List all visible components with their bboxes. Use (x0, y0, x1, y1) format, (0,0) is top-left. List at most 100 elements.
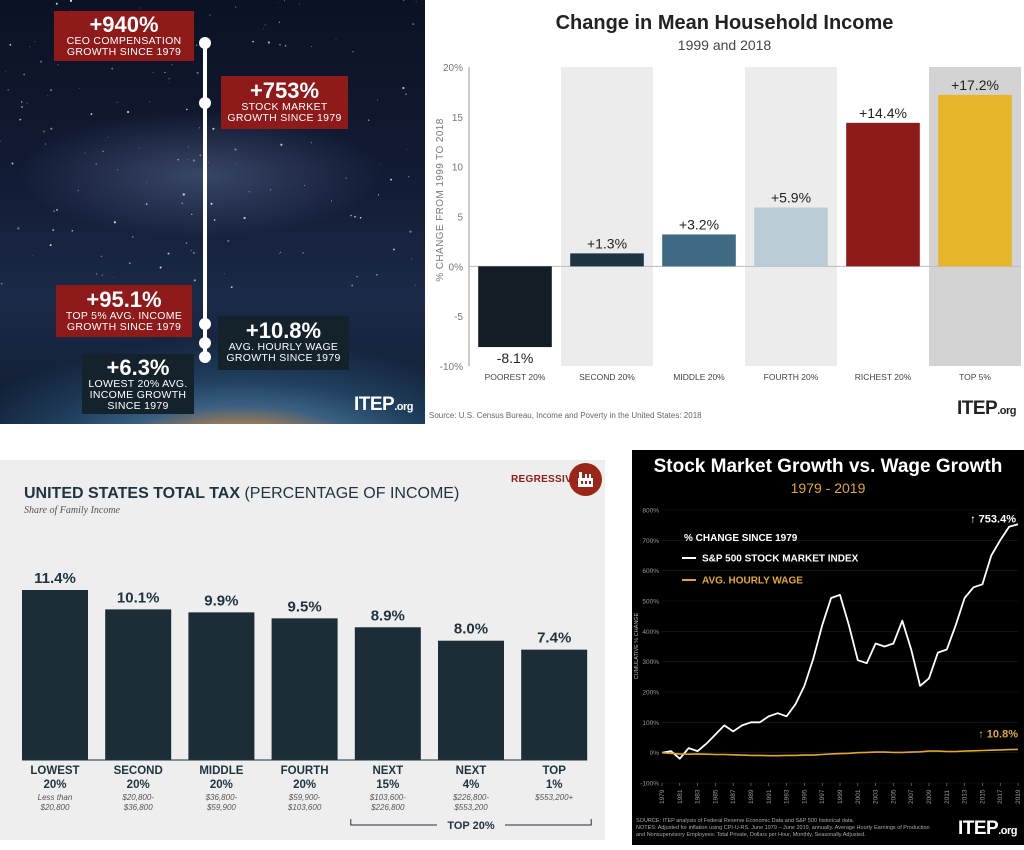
star (71, 229, 74, 232)
growth-infographic-panel: +940% CEO COMPENSATION GROWTH SINCE 1979… (0, 0, 425, 424)
total-tax-panel: REGRESSIVE UNITED STATES TOTAL TAX (PERC… (0, 460, 605, 840)
bar (188, 612, 255, 760)
y-tick-label: 0% (449, 262, 464, 273)
x-tick-label: 1991 (766, 789, 773, 804)
x-tick-label: 2007 (908, 789, 915, 804)
x-tick-label: 1981 (677, 789, 684, 804)
star (23, 73, 25, 76)
badge-circle (569, 463, 602, 496)
star (0, 282, 3, 285)
series-end-label: ↑ 10.8% (978, 728, 1018, 740)
star (408, 176, 410, 178)
x-tick-label: 2019 (1015, 789, 1022, 804)
category-label: FOURTH (281, 765, 329, 777)
star (113, 221, 116, 224)
star (105, 139, 106, 141)
star (410, 258, 413, 260)
star (19, 118, 22, 121)
star (126, 110, 130, 114)
star (262, 28, 264, 30)
star (168, 77, 171, 80)
star (277, 1, 279, 3)
star (101, 274, 103, 276)
category-label: NEXT (456, 765, 487, 777)
y-tick-label: -5 (454, 312, 463, 323)
badge-label: REGRESSIVE (511, 474, 580, 485)
star (414, 284, 416, 286)
star (209, 14, 211, 16)
total-tax-chart: 11.4% LOWEST 20% Less than$20,800 10.1% SECON… (22, 570, 592, 832)
star (57, 64, 59, 66)
star (191, 213, 193, 215)
star (264, 24, 266, 26)
star (84, 152, 86, 154)
x-tick-label: 1989 (748, 789, 755, 804)
y-tick-label: 15 (452, 113, 464, 124)
x-tick-label: 1979 (659, 789, 666, 804)
star (196, 71, 199, 74)
star (17, 227, 20, 230)
star (95, 163, 98, 165)
stat-value: +95.1% (86, 287, 162, 312)
chart-title: Stock Market Growth vs. Wage Growth (653, 456, 1003, 477)
star (78, 87, 80, 89)
star (331, 200, 332, 202)
income-range-label: Less than (38, 793, 73, 802)
stat-label: STOCK MARKET (241, 101, 328, 114)
bar (521, 649, 588, 760)
y-tick-label: 800% (642, 508, 659, 515)
star (50, 89, 52, 91)
x-tick-label: 2005 (890, 789, 897, 804)
star (159, 266, 162, 269)
star (230, 286, 233, 288)
timeline-dot-stock (199, 97, 211, 109)
star (409, 230, 412, 233)
chart-subtitle: Share of Family Income (24, 505, 120, 516)
category-label: TOP (542, 765, 566, 777)
star (270, 189, 272, 191)
category-label: 20% (210, 779, 233, 791)
data-label: 9.5% (287, 598, 321, 615)
star (210, 202, 213, 205)
data-label: -8.1% (497, 350, 534, 366)
star (302, 252, 304, 254)
star (224, 273, 225, 274)
star (55, 2, 58, 5)
star (192, 159, 196, 162)
x-tick-label: 1987 (730, 789, 737, 804)
star (167, 252, 170, 255)
bar (271, 618, 338, 760)
category-label: 1% (546, 779, 563, 791)
star (140, 7, 141, 9)
income-range-label: $59,900- (288, 793, 321, 802)
star (164, 71, 166, 73)
star (402, 86, 405, 90)
y-tick-label: 700% (642, 538, 659, 545)
star (69, 0, 73, 2)
top5-income-stat: +95.1% TOP 5% AVG. INCOME GROWTH SINCE 1… (56, 285, 192, 337)
source-notes: SOURCE: ITEP analysis of Federal Reserve… (636, 818, 930, 838)
star (279, 43, 281, 46)
x-tick-label: 2017 (997, 789, 1004, 804)
income-range-label: $20,800 (40, 803, 70, 812)
y-tick-label: 100% (642, 720, 659, 727)
x-tick-label: 2015 (979, 789, 986, 804)
household-income-chart: 20% 15 10 5 0% -5 -10% -8.1% POOREST 20% +1.3% SEC… (440, 63, 1021, 382)
star (21, 101, 23, 103)
income-range-label: $553,200 (453, 803, 488, 812)
timeline-line (203, 42, 207, 360)
star (145, 203, 148, 205)
star (21, 106, 23, 108)
category-label: 15% (376, 779, 399, 791)
stat-label: TOP 5% AVG. INCOME (65, 310, 183, 323)
bar (354, 627, 421, 760)
star (113, 277, 114, 278)
stat-label: GROWTH SINCE 1979 (226, 352, 341, 365)
stat-label: LOWEST 20% AVG. (88, 378, 188, 391)
x-tick-label: 1985 (712, 789, 719, 804)
star (310, 142, 312, 144)
star (149, 101, 150, 102)
star (335, 39, 337, 41)
stock-market-stat: +753% STOCK MARKET GROWTH SINCE 1979 (221, 76, 348, 129)
x-tick-label: TOP 5% (959, 372, 991, 382)
